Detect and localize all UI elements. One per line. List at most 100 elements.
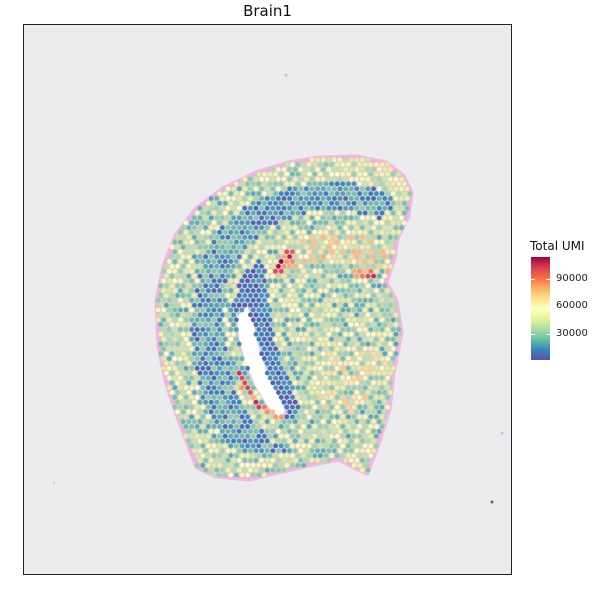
capture-spot (295, 346, 301, 352)
capture-spot (189, 239, 194, 245)
capture-spot (301, 443, 306, 449)
capture-spot (220, 331, 225, 337)
capture-spot (178, 346, 183, 352)
capture-spot (323, 162, 329, 167)
capture-spot (362, 200, 368, 206)
capture-spot (217, 472, 222, 478)
capture-spot (239, 181, 245, 187)
capture-spot (180, 254, 186, 260)
capture-spot (248, 448, 253, 454)
capture-spot (225, 409, 231, 415)
capture-spot (281, 448, 287, 454)
capture-spot (374, 375, 379, 381)
capture-spot (208, 283, 214, 289)
capture-spot (228, 365, 234, 371)
capture-spot (220, 254, 225, 260)
capture-spot (329, 327, 334, 332)
capture-spot (259, 273, 264, 279)
capture-spot (211, 375, 217, 381)
capture-spot (320, 215, 326, 221)
capture-spot (267, 453, 273, 458)
capture-spot (382, 361, 388, 366)
capture-spot (323, 259, 329, 264)
capture-spot (273, 307, 278, 313)
capture-spot (270, 205, 276, 211)
capture-spot (320, 157, 326, 163)
capture-spot (320, 302, 326, 308)
capture-spot (231, 293, 236, 298)
capture-spot (253, 215, 259, 221)
capture-spot (192, 215, 197, 221)
capture-spot (301, 424, 306, 429)
capture-spot (304, 390, 309, 395)
capture-spot (306, 181, 312, 187)
capture-spot (197, 273, 203, 279)
capture-spot (192, 244, 197, 250)
capture-spot (206, 346, 211, 352)
capture-spot (200, 278, 206, 284)
capture-spot (206, 327, 211, 332)
capture-spot (197, 283, 203, 289)
capture-spot (284, 385, 290, 391)
capture-spot (326, 351, 332, 357)
capture-spot (253, 458, 259, 463)
capture-spot (200, 385, 206, 391)
capture-spot (320, 205, 326, 211)
capture-spot (343, 205, 348, 211)
capture-spot (183, 433, 189, 439)
capture-spot (354, 302, 360, 308)
capture-spot (262, 239, 267, 245)
capture-spot (315, 273, 320, 279)
capture-spot (365, 264, 371, 269)
capture-spot (183, 230, 189, 235)
capture-spot (334, 200, 340, 206)
capture-spot (250, 249, 256, 255)
capture-spot (239, 443, 245, 449)
capture-spot (278, 171, 284, 177)
capture-spot (248, 264, 253, 269)
capture-spot (354, 419, 360, 424)
capture-spot (225, 341, 231, 347)
capture-spot (312, 336, 318, 342)
capture-spot (320, 331, 326, 337)
capture-spot (217, 414, 222, 420)
capture-spot (250, 472, 256, 478)
capture-spot (301, 288, 306, 293)
capture-spot (217, 327, 222, 332)
capture-spot (273, 346, 278, 352)
capture-spot (158, 283, 164, 289)
capture-spot (270, 302, 276, 308)
capture-spot (220, 409, 225, 415)
capture-spot (259, 399, 264, 405)
capture-spot (290, 346, 295, 352)
capture-spot (295, 307, 301, 313)
capture-spot (194, 424, 200, 429)
capture-spot (340, 191, 346, 196)
capture-spot (343, 176, 348, 182)
capture-spot (164, 293, 169, 298)
capture-spot (222, 424, 228, 429)
capture-spot (287, 380, 292, 386)
capture-spot (222, 472, 228, 478)
capture-spot (334, 433, 340, 439)
capture-spot (161, 268, 166, 274)
capture-spot (200, 462, 206, 468)
capture-spot (368, 249, 374, 255)
capture-spot (340, 424, 346, 429)
capture-spot (292, 438, 298, 444)
capture-spot (284, 297, 290, 303)
capture-spot (337, 264, 343, 269)
tissue-spot-map (52, 73, 504, 504)
capture-spot (362, 424, 368, 429)
capture-spot (262, 443, 267, 449)
capture-spot (161, 346, 166, 352)
capture-spot (278, 433, 284, 439)
capture-spot (256, 433, 262, 439)
capture-spot (214, 273, 220, 279)
capture-spot (239, 210, 245, 216)
capture-spot (175, 312, 180, 318)
capture-spot (253, 448, 259, 454)
capture-spot (318, 395, 323, 400)
capture-spot (208, 225, 214, 230)
capture-spot (267, 278, 273, 284)
